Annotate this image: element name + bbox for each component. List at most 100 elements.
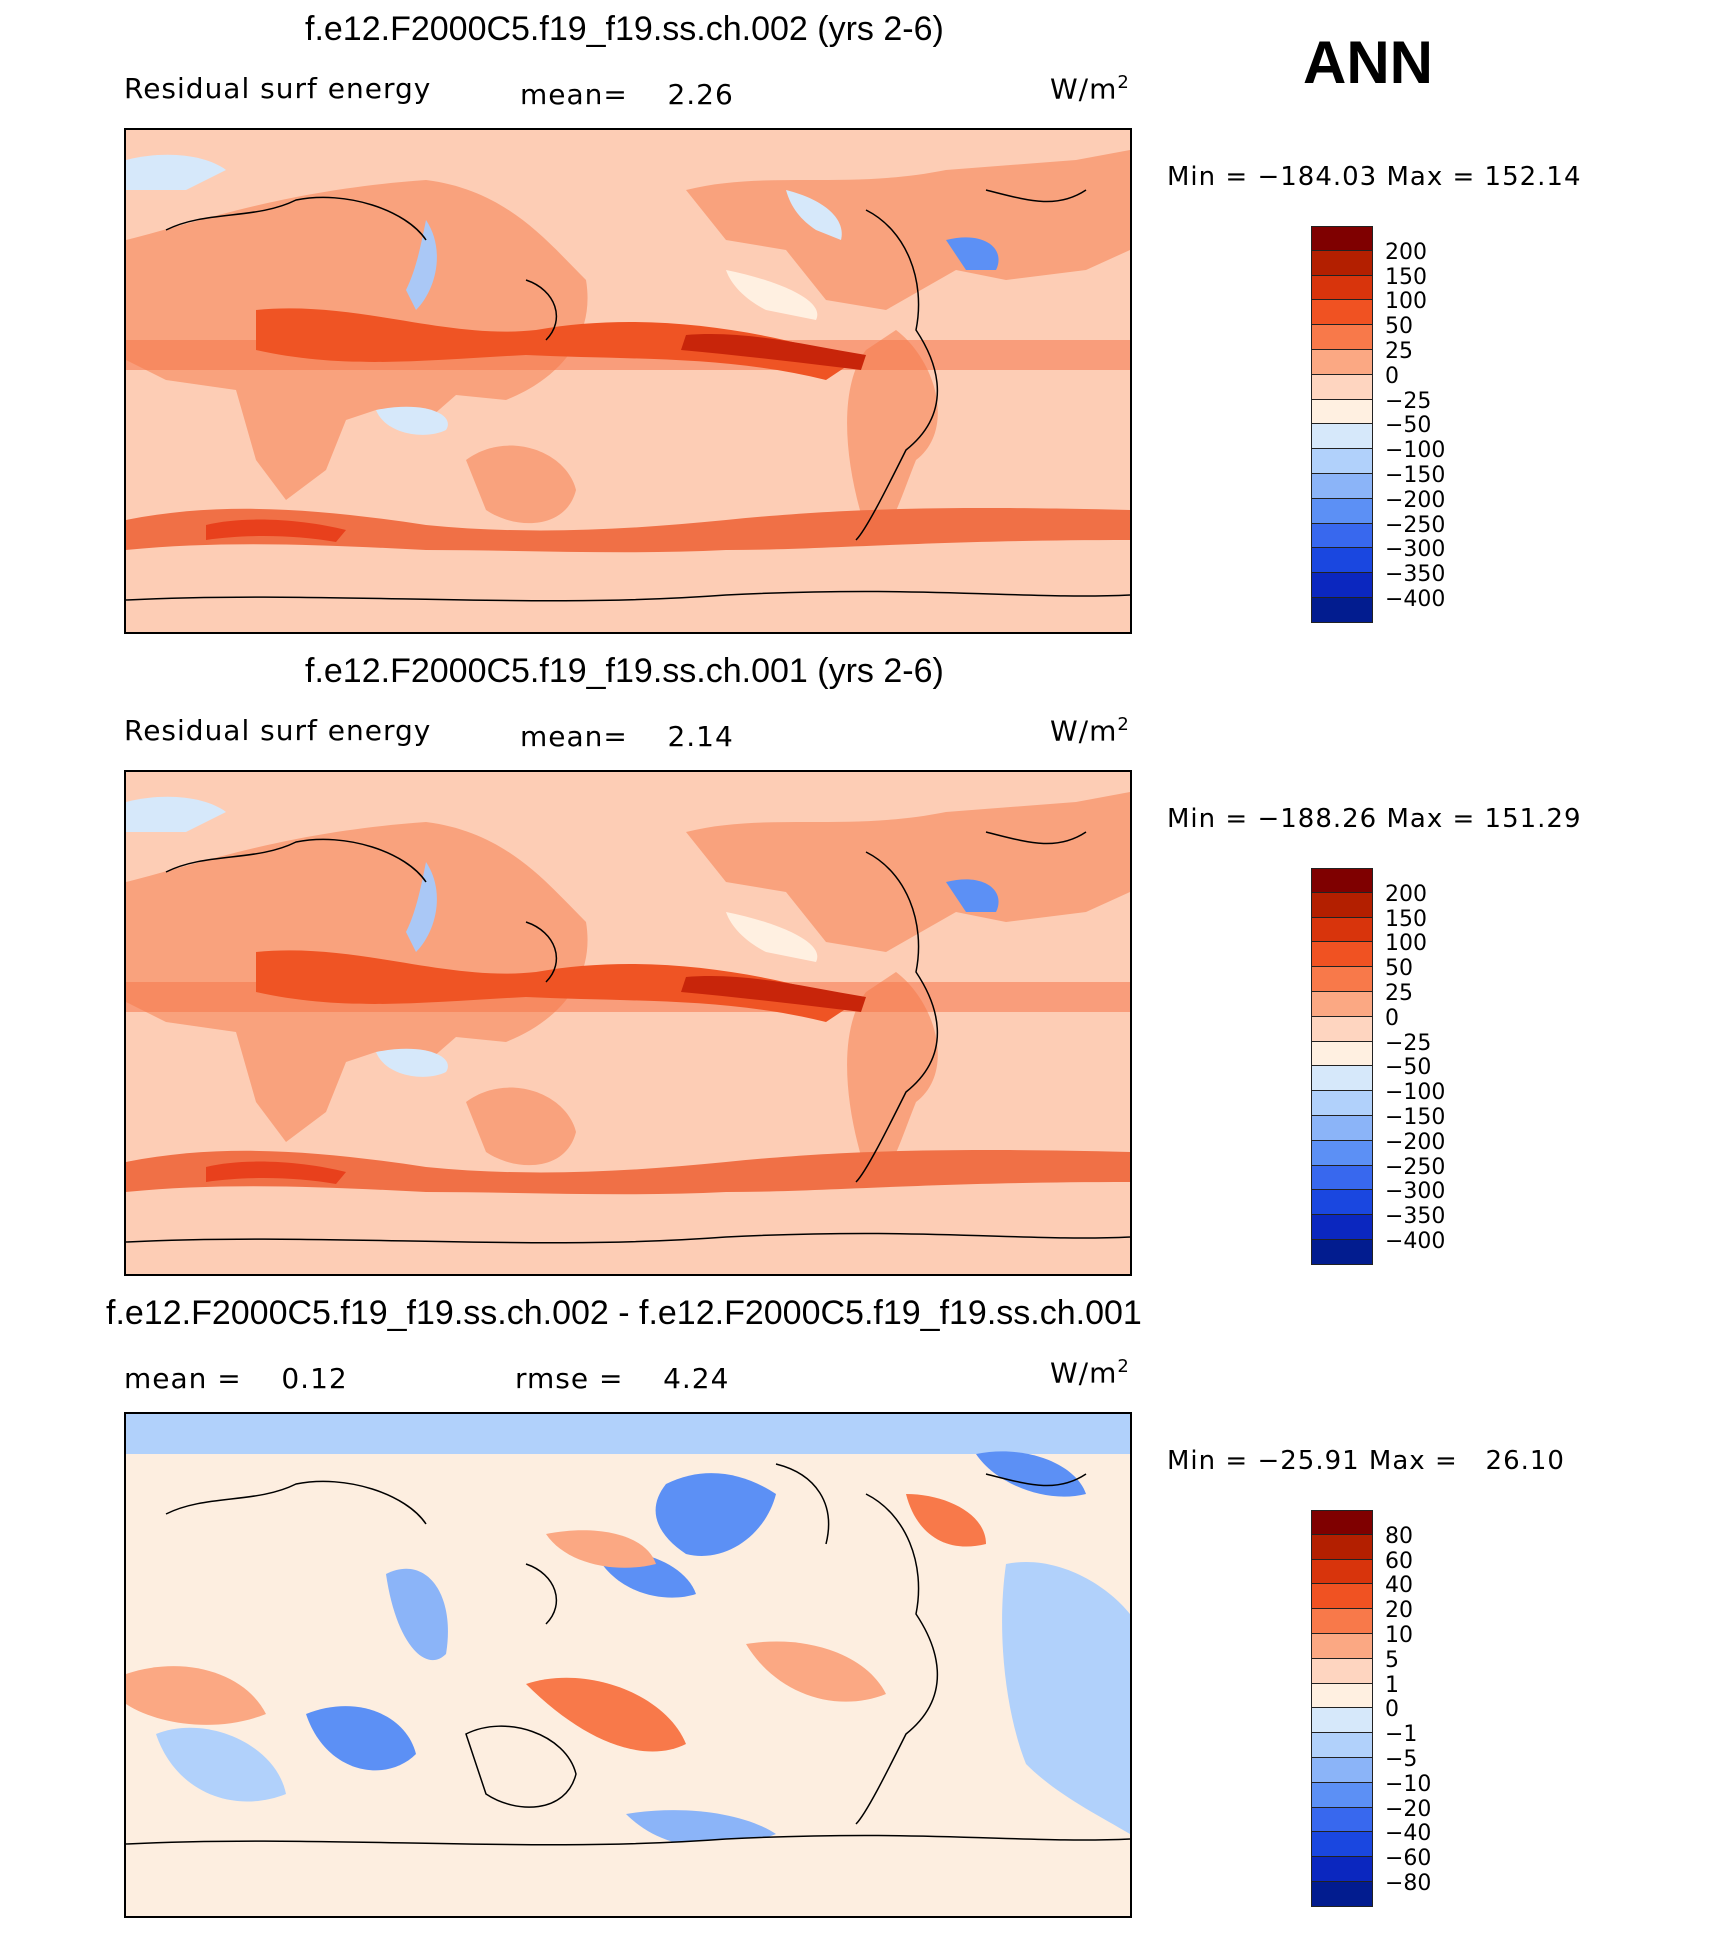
colorbar-tick-label: −50 <box>1385 413 1432 439</box>
colorbar-swatch <box>1311 1658 1373 1684</box>
colorbar-swatch <box>1311 523 1373 549</box>
colorbar-swatch <box>1311 1116 1373 1141</box>
colorbar-swatch <box>1311 498 1373 524</box>
colorbar-tick-label: −150 <box>1385 463 1446 488</box>
colorbar-tick-label: −300 <box>1385 1179 1446 1205</box>
colorbar-swatch <box>1311 1857 1373 1882</box>
colorbar-tick-label: −300 <box>1385 537 1446 563</box>
colorbar-swatch <box>1311 917 1373 943</box>
colorbar-swatch <box>1311 1584 1373 1610</box>
season-label: ANN <box>1303 29 1433 96</box>
colorbar-swatch <box>1311 1708 1373 1734</box>
colorbar-tick-label: 25 <box>1385 339 1413 364</box>
panel2-minmax: Min = −188.26 Max = 151.29 <box>1167 804 1582 834</box>
colorbar-tick-label: −350 <box>1385 1204 1446 1230</box>
colorbar-tick-label: 0 <box>1385 363 1399 389</box>
colorbar-swatch <box>1311 1807 1373 1833</box>
colorbar-tick-label: −25 <box>1385 1030 1432 1056</box>
colorbar-swatch <box>1311 1634 1373 1659</box>
colorbar-swatch <box>1311 1165 1373 1191</box>
panel3-mean-label: mean = 0.12 <box>124 1362 348 1395</box>
colorbar-tick-label: 150 <box>1385 264 1427 290</box>
colorbar-tick-label: 0 <box>1385 1005 1399 1031</box>
colorbar-swatch <box>1311 1733 1373 1758</box>
colorbar-tick-label: −25 <box>1385 388 1432 414</box>
colorbar-swatch <box>1311 1041 1373 1067</box>
colorbar-tick-label: −20 <box>1385 1796 1432 1822</box>
panel3-rmse-label: rmse = 4.24 <box>515 1362 730 1395</box>
colorbar-tick-label: 200 <box>1385 239 1427 265</box>
colorbar-swatch <box>1311 868 1373 893</box>
colorbar-swatch <box>1311 1240 1373 1265</box>
colorbar-swatch <box>1311 1534 1373 1560</box>
colorbar-tick-label: 100 <box>1385 931 1427 957</box>
colorbar-tick-label: −5 <box>1385 1747 1418 1772</box>
colorbar-swatch <box>1311 250 1373 276</box>
colorbar-tick-label: −200 <box>1385 1129 1446 1155</box>
colorbar-tick-label: −250 <box>1385 1154 1446 1180</box>
colorbar-swatch <box>1311 967 1373 992</box>
panel1-map <box>124 128 1132 634</box>
colorbar-tick-label: 0 <box>1385 1697 1399 1723</box>
colorbar-swatch <box>1311 548 1373 574</box>
panel1-units: W/m2 <box>1050 72 1130 106</box>
colorbar-swatch <box>1311 942 1373 968</box>
panel2-mean-label: mean= 2.14 <box>520 720 734 753</box>
panel3-title: f.e12.F2000C5.f19_f19.ss.ch.002 - f.e12.… <box>106 1294 1142 1332</box>
colorbar-tick-label: 5 <box>1385 1647 1399 1673</box>
panel1-minmax: Min = −184.03 Max = 152.14 <box>1167 162 1582 192</box>
colorbar-swatch <box>1311 992 1373 1017</box>
panel2-map <box>124 770 1132 1276</box>
panel1-mean-label: mean= 2.26 <box>520 78 734 111</box>
colorbar-swatch <box>1311 350 1373 375</box>
panel2-units: W/m2 <box>1050 714 1130 748</box>
colorbar-swatch <box>1311 1140 1373 1166</box>
colorbar-swatch <box>1311 1016 1373 1042</box>
panel2-title: f.e12.F2000C5.f19_f19.ss.ch.001 (yrs 2-6… <box>305 652 944 690</box>
colorbar-swatch <box>1311 474 1373 499</box>
colorbar-swatch <box>1311 1683 1373 1709</box>
colorbar-tick-label: 100 <box>1385 289 1427 315</box>
colorbar-tick-label: 60 <box>1385 1548 1413 1574</box>
panel1-title: f.e12.F2000C5.f19_f19.ss.ch.002 (yrs 2-6… <box>305 10 944 48</box>
colorbar-tick-label: 50 <box>1385 956 1413 982</box>
colorbar-tick-label: 20 <box>1385 1598 1413 1624</box>
colorbar-tick-label: −1 <box>1385 1722 1418 1748</box>
colorbar-tick-label: 10 <box>1385 1623 1413 1648</box>
colorbar-swatch <box>1311 1190 1373 1216</box>
colorbar-swatch <box>1311 1882 1373 1907</box>
colorbar-tick-label: 150 <box>1385 906 1427 932</box>
colorbar-swatch <box>1311 226 1373 251</box>
panel1-variable-label: Residual surf energy <box>124 72 432 105</box>
colorbar-swatch <box>1311 449 1373 474</box>
colorbar-swatch <box>1311 1758 1373 1783</box>
colorbar-tick-label: 40 <box>1385 1573 1413 1599</box>
colorbar-swatch <box>1311 424 1373 450</box>
colorbar-tick-label: −100 <box>1385 438 1446 464</box>
colorbar-swatch <box>1311 573 1373 598</box>
colorbar-swatch <box>1311 598 1373 623</box>
colorbar-tick-label: 25 <box>1385 981 1413 1006</box>
colorbar-swatch <box>1311 1091 1373 1116</box>
colorbar-swatch <box>1311 374 1373 400</box>
colorbar-tick-label: −100 <box>1385 1080 1446 1106</box>
colorbar-swatch <box>1311 399 1373 425</box>
colorbar-swatch <box>1311 1609 1373 1634</box>
colorbar-swatch <box>1311 892 1373 918</box>
colorbar-swatch <box>1311 1215 1373 1240</box>
colorbar-swatch <box>1311 300 1373 326</box>
colorbar-swatch <box>1311 275 1373 301</box>
panel3-minmax: Min = −25.91 Max = 26.10 <box>1167 1446 1565 1476</box>
colorbar-swatch <box>1311 325 1373 350</box>
panel3-map <box>124 1412 1132 1918</box>
panel2-variable-label: Residual surf energy <box>124 714 432 747</box>
colorbar-tick-label: −250 <box>1385 512 1446 538</box>
colorbar-tick-label: −40 <box>1385 1821 1432 1847</box>
colorbar-swatch <box>1311 1066 1373 1092</box>
colorbar-tick-label: −400 <box>1385 587 1446 612</box>
panel3-units: W/m2 <box>1050 1356 1130 1390</box>
colorbar-tick-label: −200 <box>1385 487 1446 513</box>
colorbar-tick-label: 80 <box>1385 1523 1413 1549</box>
colorbar-tick-label: −80 <box>1385 1871 1432 1896</box>
colorbar-swatch <box>1311 1832 1373 1858</box>
